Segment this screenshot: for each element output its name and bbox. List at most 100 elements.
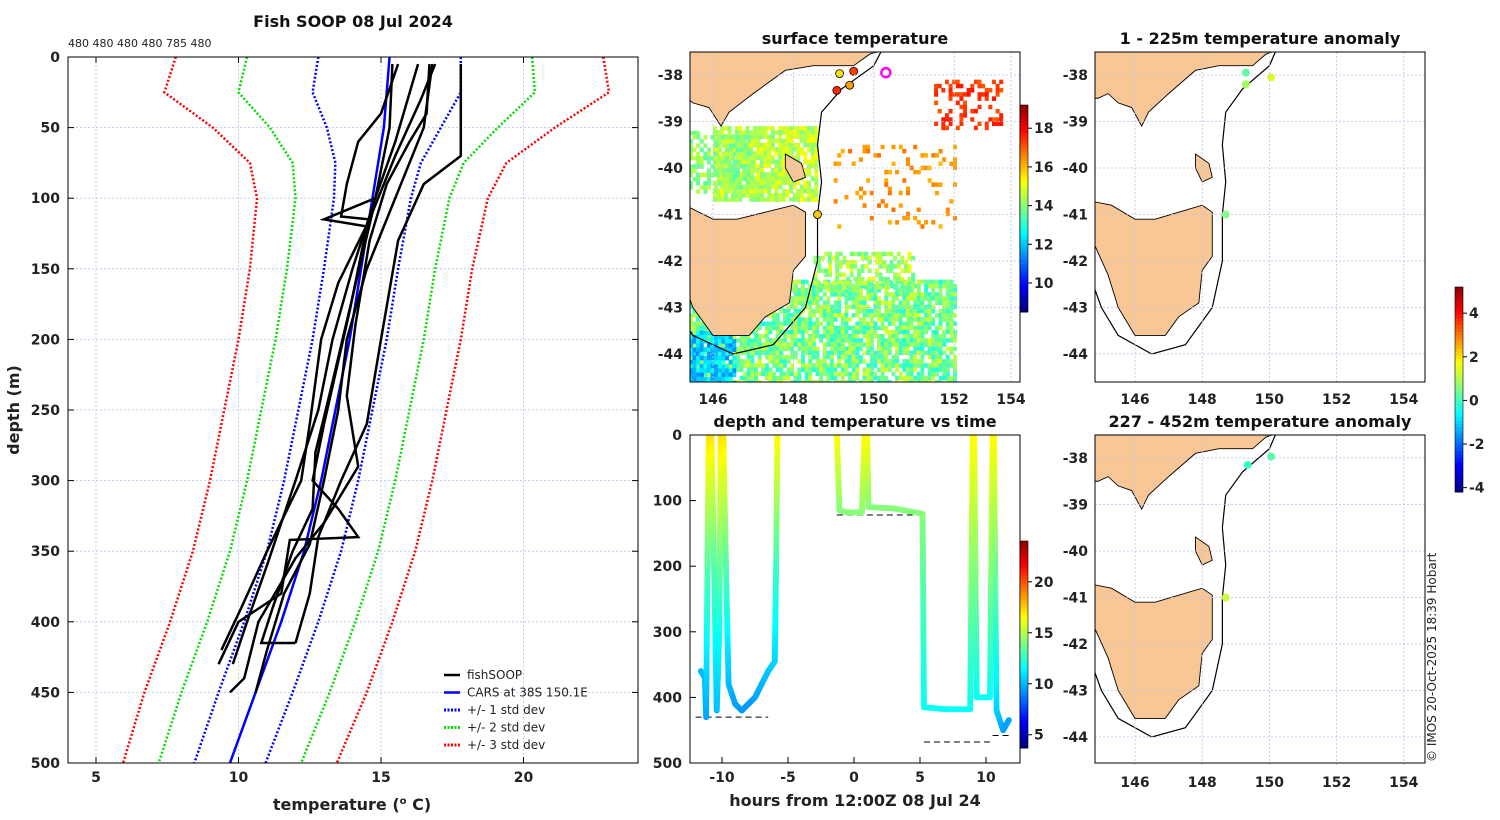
sst-pixel [699,172,704,178]
sst-pixel [706,176,711,182]
anomaly-colorbar-cell [1455,413,1463,418]
mainland-coast [1095,435,1274,511]
sst-pixel [763,197,768,202]
sst-pixel [797,329,802,335]
sst-pixel [725,364,730,369]
sst-pixel [877,287,882,293]
sst-pixel [750,130,755,136]
sst-pixel [869,215,874,221]
anomaly-colorbar-cell [1455,468,1463,472]
sst-pixel [945,317,950,322]
sst-pixel [855,313,860,318]
sst-pixel [884,317,889,322]
sst-pixel [826,279,831,285]
sst-pixel [779,375,784,381]
sst-pixel [952,296,957,301]
sst-pixel [889,260,894,265]
sst-pixel [934,354,939,360]
sst-pixel [840,338,845,343]
sst-pixel [916,308,921,314]
sst-pixel [949,292,954,297]
sst-pixel [774,163,779,169]
sst-pixel [931,329,936,335]
sst-pixel [790,313,795,318]
time-xlabel: hours from 12:00Z 08 Jul 24 [729,791,980,810]
sst-pixel [717,139,722,144]
sst-pixel [905,321,910,326]
sst-colorbar-cell [1020,246,1028,251]
sst-pixel [757,380,762,382]
anomaly-colorbar-cell [1455,300,1463,305]
sst-pixel [898,338,903,343]
sst-pixel [949,304,954,310]
sst-pixel [873,350,878,356]
sst-pixel [767,134,772,140]
sst-pixel [717,360,722,365]
anomaly-colorbar-cell [1455,420,1463,425]
anomaly-colorbar-cell [1455,444,1463,449]
sst-pixel [869,279,874,285]
sst-pixel [788,142,793,148]
sst-pixel [909,317,914,322]
sst-pixel [761,334,766,339]
sst-pixel [920,367,925,372]
sst-pixel [826,287,831,293]
sst-pixel [743,342,748,347]
sst-pixel [746,354,751,360]
y-tick-label: 400 [31,615,60,631]
sst-pixel [873,304,878,310]
sst-pixel [810,151,815,156]
sst-pixel [938,287,943,293]
x-tick-label: 5 [91,770,101,786]
sst-pixel [920,296,925,301]
depth-temp-point [1005,717,1012,724]
sst-pixel [721,364,726,369]
sst-pixel [793,380,798,382]
lon-tick-label: 152 [1322,775,1351,791]
sst-pixel [942,367,947,372]
sst-pixel [752,168,757,173]
sst-pixel [820,285,825,290]
sst-pixel [690,164,693,169]
sst-pixel [811,308,816,314]
sst-pixel [896,272,901,278]
sst-pixel [788,180,793,186]
sst-pixel [909,334,914,339]
sst-pixel [750,375,755,381]
sst-pixel [810,197,815,202]
sst-pixel [820,268,825,273]
sst-pixel [949,334,954,339]
sst-pixel [781,126,786,131]
sst-pixel [970,108,975,114]
sst-pixel [811,346,816,352]
sst-pixel [891,329,896,335]
sst-pixel [790,283,795,289]
sst-pixel [898,363,903,368]
time-colorbar-cell [1020,547,1028,552]
sst-pixel [815,317,820,322]
sst-pixel [934,100,939,106]
sst-pixel [827,272,832,278]
time-colorbar-cell [1020,744,1028,749]
sst-pixel [902,325,907,331]
sst-pixel [934,279,939,285]
sst-pixel [867,285,872,290]
sst-pixel [801,325,806,331]
sst-pixel [706,376,711,382]
sst-pixel [924,321,929,326]
sst-pixel [826,296,831,301]
anomaly-colorbar-cell [1455,382,1463,387]
sst-pixel [808,300,813,306]
sst-pixel [913,300,918,306]
sst-pixel [848,380,853,382]
sst-pixel [844,371,849,377]
sst-pixel [807,134,812,140]
sst-pixel [790,317,795,322]
sst-pixel [855,346,860,352]
sst-pixel [822,350,827,356]
lat-tick-label: -42 [658,254,683,270]
sst-pixel [913,329,918,335]
sst-pixel [756,197,761,202]
sst-pixel [920,342,925,347]
sst-pixel [873,371,878,377]
